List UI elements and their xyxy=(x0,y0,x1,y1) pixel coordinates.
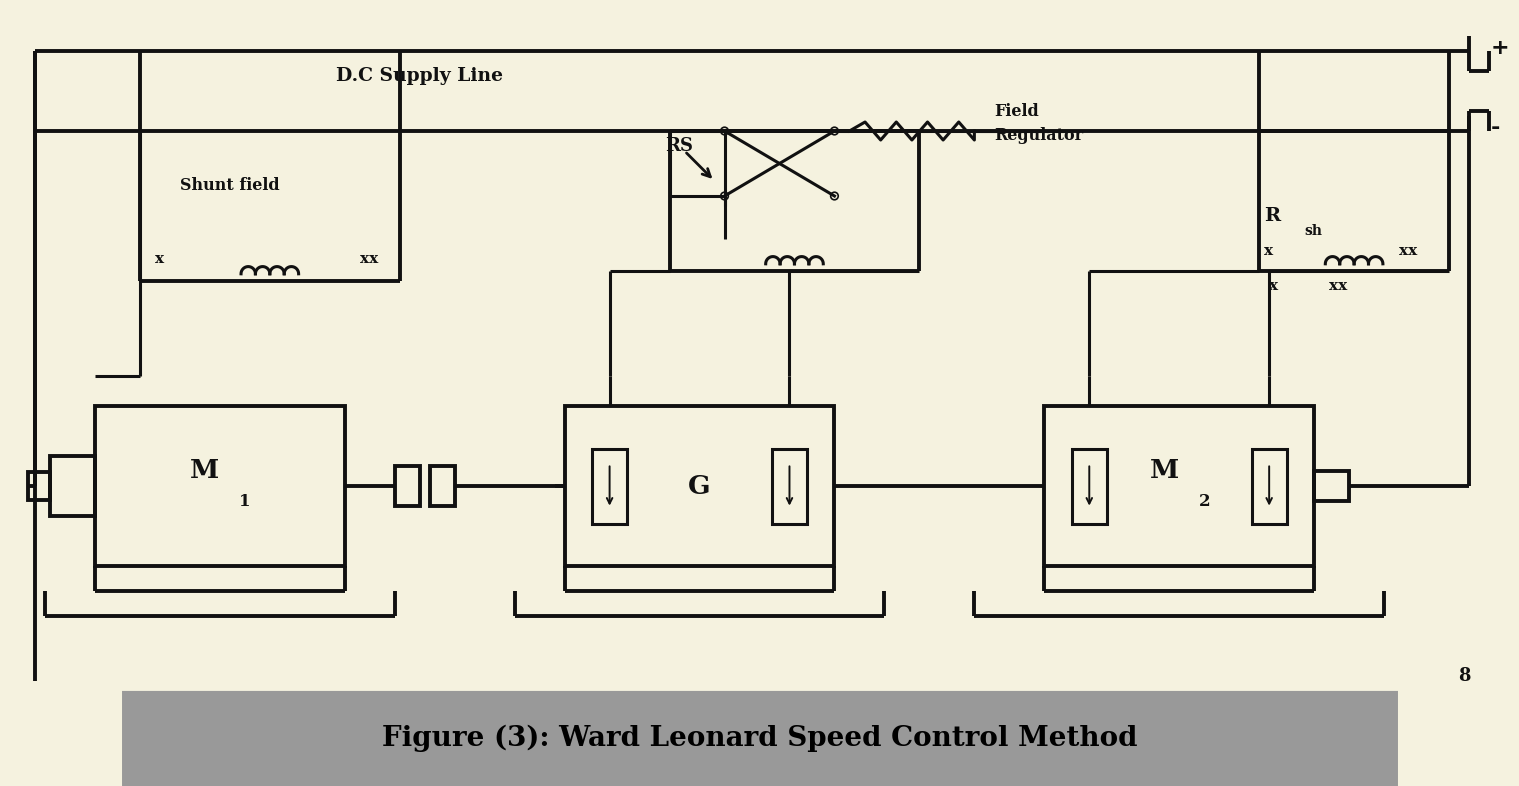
Text: 2: 2 xyxy=(1198,493,1211,509)
Bar xyxy=(0,691,1519,786)
Bar xyxy=(1314,471,1349,501)
Text: Shunt field: Shunt field xyxy=(179,178,279,194)
Text: +: + xyxy=(1492,38,1510,58)
Bar xyxy=(1399,691,1519,786)
Text: x: x xyxy=(1270,279,1279,293)
Text: xx: xx xyxy=(1399,244,1417,258)
Text: -: - xyxy=(1492,118,1501,138)
Bar xyxy=(565,406,834,566)
Bar xyxy=(592,449,627,523)
Text: x: x xyxy=(155,252,164,266)
Text: xx: xx xyxy=(1329,279,1347,293)
Bar xyxy=(1072,449,1107,523)
Bar xyxy=(94,406,345,566)
Text: Regulator: Regulator xyxy=(995,127,1083,145)
Bar xyxy=(1045,406,1314,566)
Text: 8: 8 xyxy=(1458,667,1470,685)
Bar xyxy=(27,472,50,500)
Text: Figure (3): Ward Leonard Speed Control Method: Figure (3): Ward Leonard Speed Control M… xyxy=(381,725,1138,752)
Text: M: M xyxy=(1150,458,1179,483)
Bar xyxy=(772,449,807,523)
Text: RS: RS xyxy=(665,137,694,155)
Text: G: G xyxy=(688,473,711,498)
Text: 1: 1 xyxy=(238,493,251,509)
Bar xyxy=(1252,449,1287,523)
Text: Field: Field xyxy=(995,102,1039,119)
Text: xx: xx xyxy=(360,252,378,266)
Text: M: M xyxy=(190,458,219,483)
Text: x: x xyxy=(1264,244,1273,258)
Bar xyxy=(50,456,94,516)
Text: D.C Supply Line: D.C Supply Line xyxy=(336,67,503,85)
Bar xyxy=(395,466,419,506)
Text: sh: sh xyxy=(1305,224,1322,238)
Bar xyxy=(430,466,454,506)
Bar xyxy=(0,691,120,786)
Text: R: R xyxy=(1264,207,1281,225)
